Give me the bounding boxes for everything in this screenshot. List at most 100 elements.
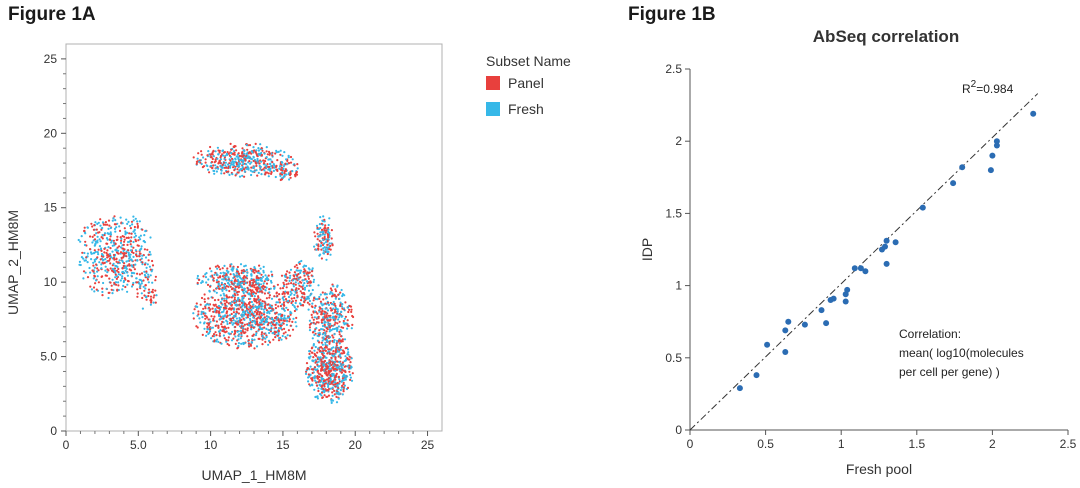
umap-point [243,170,246,173]
umap-point [289,172,292,175]
umap-point [322,215,325,218]
umap-point [329,244,332,248]
umap-point [316,298,319,301]
umap-point [244,290,247,293]
umap-point [225,152,228,155]
umap-point [109,247,112,250]
umap-point [245,152,248,156]
legend-label-panel: Panel [508,75,544,91]
umap-point [257,171,260,174]
umap-point [297,278,300,281]
umap-point [270,297,274,300]
umap-point [216,157,219,160]
umap-point [196,281,199,285]
correlation-point [993,138,1000,145]
umap-point [322,312,325,315]
umap-point [243,270,246,273]
umap-point [294,299,298,302]
umap-point [219,268,222,271]
umap-point [107,296,110,300]
umap-point [253,338,256,341]
umap-point [239,168,242,171]
umap-point [106,232,109,235]
umap-point [277,301,280,304]
correlation-y-axis-title: IDP [639,238,655,261]
umap-point [315,360,318,363]
umap-point [86,226,89,229]
umap-point [112,257,115,260]
umap-point [244,328,247,331]
umap-point [237,280,240,283]
umap-point [227,152,230,155]
umap-point [235,268,238,271]
umap-point [269,167,272,170]
umap-point [147,253,150,256]
umap-point [84,232,87,235]
umap-point [260,173,263,176]
umap-point [278,298,281,301]
umap-point [219,162,222,165]
umap-point [285,158,288,161]
umap-point [303,282,306,285]
umap-point [264,171,267,174]
umap-point [324,349,327,352]
umap-point [266,153,269,156]
umap-point [306,280,309,283]
umap-point [212,319,215,322]
umap-point [332,341,336,344]
umap-point [336,385,339,388]
umap-point [331,394,334,397]
umap-point [342,386,345,389]
umap-point [320,358,323,361]
umap-point [270,321,273,324]
umap-point [274,326,277,329]
umap-point [255,153,258,156]
umap-point [105,287,108,290]
umap-point [135,277,138,280]
umap-point [341,315,344,318]
umap-point [115,258,118,261]
umap-point [102,223,105,226]
umap-point [148,250,151,254]
umap-point [325,258,328,261]
umap-point [336,310,339,313]
umap-point [350,327,353,330]
umap-point [139,258,142,261]
umap-point [326,246,330,249]
umap-point [228,344,231,347]
umap-point [333,333,336,336]
umap-point [217,311,220,314]
umap-point [97,248,100,251]
umap-point [238,316,241,320]
umap-point [96,267,99,270]
umap-point [123,252,126,255]
umap-point [117,261,120,264]
umap-point [263,280,266,283]
umap-point [269,328,273,331]
umap-point [134,263,137,266]
umap-point [326,234,330,237]
umap-point [154,289,157,292]
umap-point [103,261,106,264]
umap-point [134,249,137,252]
umap-point [261,343,264,346]
umap-point [243,287,246,290]
umap-point [300,259,303,263]
umap-point [323,316,327,319]
umap-point [294,283,297,286]
umap-point [286,334,289,337]
umap-point [227,326,230,329]
umap-point [90,222,93,225]
correlation-fit-line [689,93,1039,431]
umap-point [274,175,277,179]
umap-point [115,260,118,263]
umap-point [349,373,352,376]
umap-point [332,350,335,353]
umap-point [321,352,324,355]
umap-point [320,387,323,390]
umap-point [214,265,217,268]
umap-point [223,325,226,328]
umap-point [218,307,221,310]
umap-point [342,326,345,329]
umap-point [327,236,330,239]
